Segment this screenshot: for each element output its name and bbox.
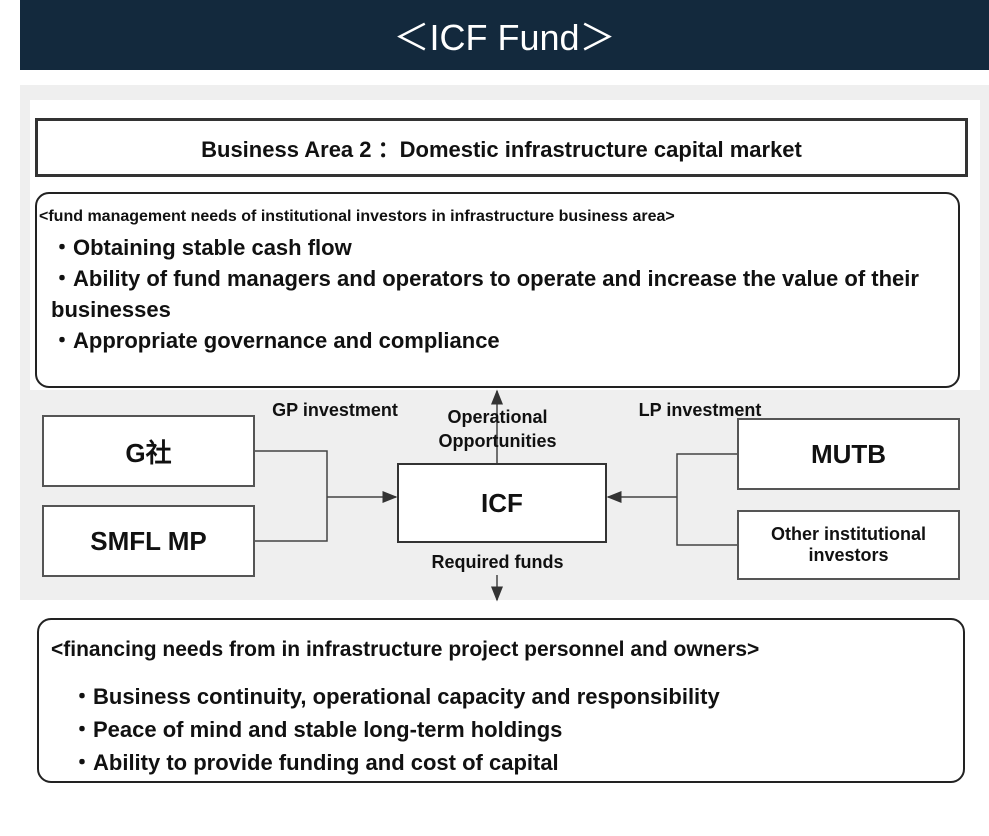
- project-need: ・Ability to provide funding and cost of …: [71, 750, 559, 775]
- node: SMFL MP: [42, 505, 255, 577]
- project-needs-heading: <financing needs from in infrastructure …: [51, 638, 760, 661]
- gp-label: GP investment: [272, 400, 398, 420]
- project-needs: <financing needs from in infrastructure …: [37, 618, 965, 783]
- up-label: Operational Opportunities: [438, 407, 557, 451]
- project-need: ・Peace of mind and stable long-term hold…: [71, 717, 563, 742]
- header-title: ＜ICF Fund＞: [20, 0, 989, 70]
- business-area: Business Area 2 ：Domestic infrastructure…: [35, 118, 968, 177]
- investor-needs: <fund management needs of institutional …: [35, 192, 960, 388]
- investor-need: ・Ability of fund managers and operators …: [51, 266, 919, 322]
- lp-connector: [676, 453, 737, 546]
- investor-needs-heading: <fund management needs of institutional …: [39, 208, 675, 225]
- investor-need: ・Appropriate governance and compliance: [51, 328, 500, 353]
- down-label: Required funds: [431, 552, 564, 572]
- node: Other institutional investors: [737, 510, 960, 580]
- lp-label: LP investment: [638, 400, 762, 420]
- node: G社: [42, 415, 255, 487]
- project-need: ・Business continuity, operational capaci…: [71, 684, 720, 709]
- investor-need: ・Obtaining stable cash flow: [51, 235, 352, 260]
- node: MUTB: [737, 418, 960, 490]
- node: ICF: [397, 463, 607, 543]
- gp-connector: [255, 450, 328, 542]
